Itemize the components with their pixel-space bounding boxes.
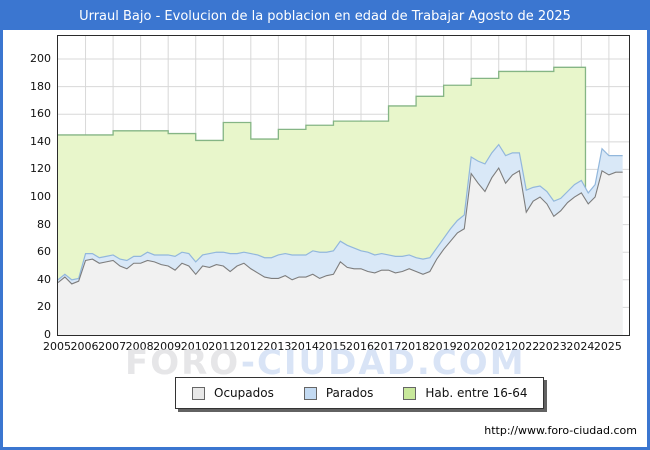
series-ocupados-area [58, 168, 623, 335]
x-tick-label: 2008 [125, 340, 154, 353]
x-tick-label: 2024 [566, 340, 595, 353]
x-tick-label: 2018 [401, 340, 430, 353]
x-tick-label: 2023 [538, 340, 567, 353]
plot-area [57, 35, 630, 336]
x-tick-label: 2007 [98, 340, 127, 353]
legend-item-hab: Hab. entre 16-64 [403, 386, 527, 400]
legend-label-ocupados: Ocupados [214, 386, 274, 400]
x-tick-label: 2011 [208, 340, 237, 353]
legend-label-hab: Hab. entre 16-64 [425, 386, 528, 400]
y-tick-label: 200 [30, 52, 51, 66]
x-tick-label: 2010 [180, 340, 209, 353]
y-tick-label: 160 [30, 107, 51, 121]
x-tick-label: 2015 [318, 340, 347, 353]
x-tick-label: 2016 [345, 340, 374, 353]
legend-label-parados: Parados [325, 386, 374, 400]
y-tick-label: 0 [44, 328, 51, 341]
series-parados-line [58, 143, 623, 281]
y-tick-label: 60 [37, 245, 51, 259]
x-tick-label: 2006 [70, 340, 99, 353]
y-tick-label: 180 [30, 79, 51, 93]
x-tick-label: 2009 [153, 340, 182, 353]
x-tick-label: 2020 [456, 340, 485, 353]
chart-title: Urraul Bajo - Evolucion de la poblacion … [79, 9, 571, 24]
x-tick-label: 2012 [235, 340, 264, 353]
y-tick-label: 140 [30, 134, 51, 148]
legend-item-ocupados: Ocupados [192, 386, 274, 400]
parados-swatch-icon [303, 386, 317, 400]
hab-swatch-icon [403, 386, 417, 400]
y-tick-label: 80 [37, 217, 51, 231]
y-tick-label: 120 [30, 162, 51, 176]
footer-url-link[interactable]: http://www.foro-ciudad.com [484, 424, 637, 437]
x-tick-label: 2005 [43, 340, 71, 353]
chart-title-bar: Urraul Bajo - Evolucion de la poblacion … [3, 3, 647, 30]
x-tick-label: 2022 [511, 340, 540, 353]
series-hab-16-64-line [58, 66, 587, 335]
x-tick-label: 2019 [428, 340, 457, 353]
chart-svg [57, 35, 630, 336]
series-ocupados-line [58, 166, 623, 285]
ocupados-swatch-icon [192, 386, 205, 400]
legend: Ocupados Parados Hab. entre 16-64 [175, 377, 545, 409]
x-tick-label: 2025 [593, 340, 622, 353]
y-tick-label: 40 [37, 272, 51, 286]
x-tick-label: 2014 [290, 340, 319, 353]
x-tick-label: 2013 [263, 340, 292, 353]
y-tick-label: 100 [30, 190, 51, 204]
x-tick-label: 2017 [373, 340, 402, 353]
x-tick-label: 2021 [483, 340, 512, 353]
legend-item-parados: Parados [303, 386, 374, 400]
y-tick-label: 20 [37, 300, 51, 314]
